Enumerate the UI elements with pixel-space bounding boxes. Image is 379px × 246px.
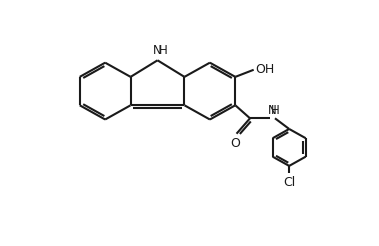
Text: N: N bbox=[153, 44, 162, 57]
Text: N: N bbox=[268, 104, 277, 117]
Text: Cl: Cl bbox=[283, 176, 295, 189]
Text: OH: OH bbox=[255, 63, 274, 76]
Text: H: H bbox=[159, 44, 168, 57]
Text: O: O bbox=[230, 137, 240, 150]
Text: H: H bbox=[271, 104, 279, 117]
